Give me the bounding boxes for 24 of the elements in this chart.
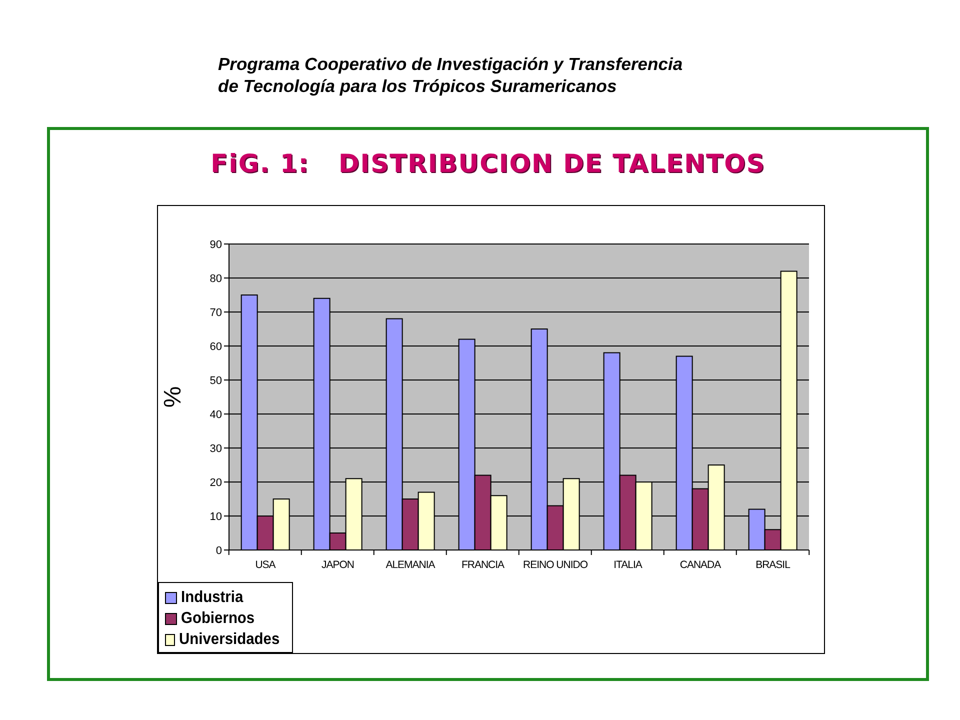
legend-label: Gobiernos xyxy=(181,609,255,629)
chart-title: FiG. 1: DISTRIBUCION DE TALENTOS xyxy=(210,149,766,178)
x-tick-label: CANADA xyxy=(680,559,722,571)
y-tick-label: 50 xyxy=(210,374,222,387)
y-tick-label: 60 xyxy=(210,340,222,353)
y-tick-label: 20 xyxy=(210,476,222,489)
x-tick-label: REINO UNIDO xyxy=(522,559,588,571)
x-tick-label: FRANCIA xyxy=(461,559,505,571)
x-tick-label: BRASIL xyxy=(756,559,791,571)
y-tick-label: 40 xyxy=(210,408,222,421)
y-tick-label: 0 xyxy=(216,544,222,557)
y-axis-title: % xyxy=(160,386,187,408)
x-tick-label: ITALIA xyxy=(614,559,642,571)
y-tick-label: 90 xyxy=(210,238,222,251)
legend-label: Universidades xyxy=(178,630,280,650)
x-tick-label: USA xyxy=(255,559,276,571)
x-tick-label: JAPON xyxy=(321,559,354,571)
text: Programa Cooperativo de Investigación y Transferencia de Tecnología para los Trópicos Suramericanos xyxy=(218,53,684,97)
y-tick-label: 10 xyxy=(210,510,222,523)
y-tick-label: 80 xyxy=(210,272,222,285)
y-tick-label: 30 xyxy=(210,442,222,455)
legend-label: Industria xyxy=(181,588,244,608)
y-tick-label: 70 xyxy=(210,306,222,319)
x-tick-label: ALEMANIA xyxy=(386,559,436,571)
